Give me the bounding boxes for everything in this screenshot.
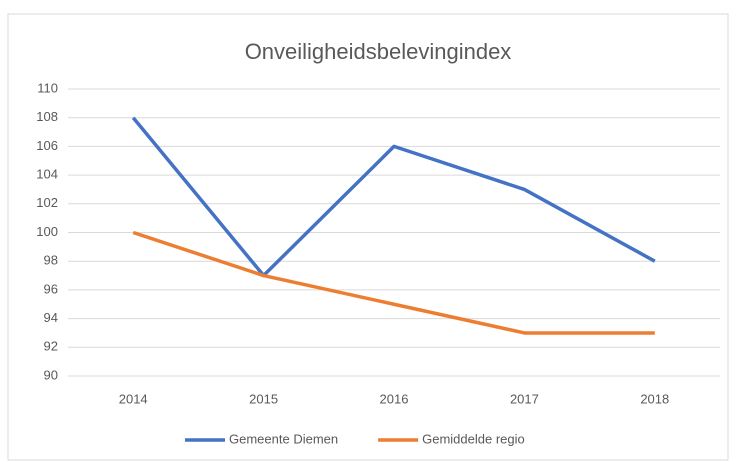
y-tick-label: 96 [44, 281, 58, 296]
x-tick-label: 2015 [249, 391, 278, 406]
chart-border [7, 13, 729, 461]
y-tick-label: 92 [44, 339, 58, 354]
y-tick-label: 108 [36, 109, 58, 124]
y-tick-label: 106 [36, 138, 58, 153]
y-tick-label: 102 [36, 195, 58, 210]
x-tick-label: 2018 [640, 391, 669, 406]
x-tick-label: 2017 [510, 391, 539, 406]
x-tick-label: 2016 [380, 391, 409, 406]
chart-title: Onveiligheidsbelevingindex [245, 39, 512, 64]
x-tick-label: 2014 [119, 391, 148, 406]
legend-label: Gemiddelde regio [422, 431, 525, 446]
y-tick-label: 110 [37, 80, 58, 95]
y-tick-label: 104 [36, 167, 58, 182]
y-tick-label: 90 [44, 367, 58, 382]
y-tick-label: 100 [36, 224, 58, 239]
line-series [132, 230, 655, 335]
y-tick-label: 94 [44, 310, 58, 325]
legend-label: Gemeente Diemen [229, 431, 338, 446]
y-tick-label: 98 [44, 253, 58, 268]
line-series [131, 116, 656, 278]
